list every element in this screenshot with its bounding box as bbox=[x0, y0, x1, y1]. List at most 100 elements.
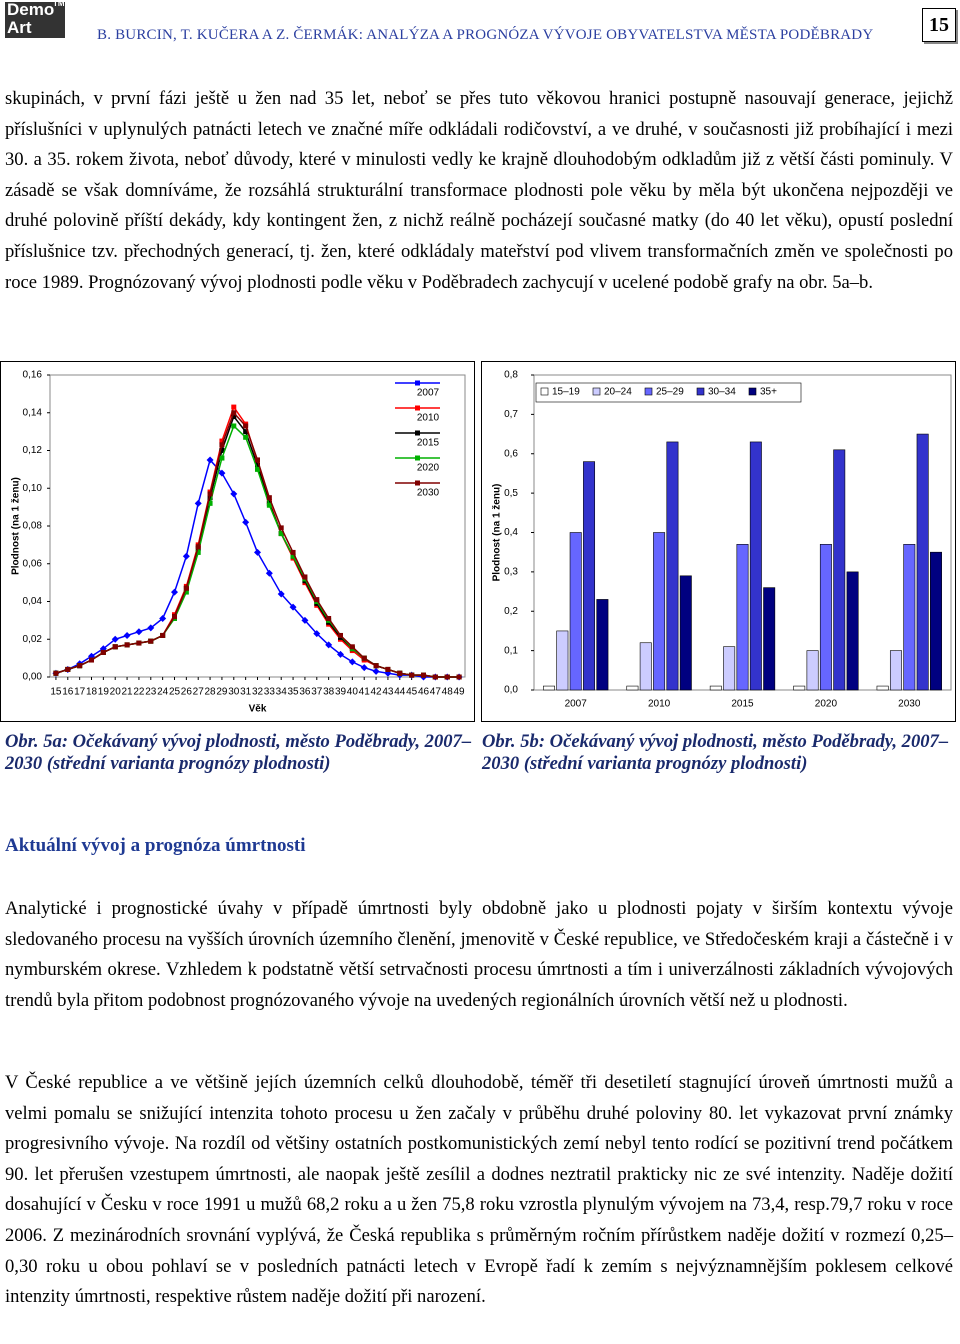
point-marker bbox=[219, 438, 225, 444]
x-tick-label: 43 bbox=[382, 687, 394, 698]
point-marker bbox=[231, 410, 237, 416]
bar bbox=[583, 461, 596, 691]
x-tick-label: 16 bbox=[62, 687, 74, 698]
bar bbox=[556, 630, 569, 691]
point-marker bbox=[456, 674, 462, 680]
legend-label: 20–24 bbox=[604, 387, 632, 398]
bar bbox=[819, 544, 832, 691]
point-marker bbox=[124, 642, 130, 648]
point-marker bbox=[195, 544, 201, 550]
point-marker bbox=[255, 466, 260, 472]
point-marker bbox=[349, 644, 355, 650]
x-tick-label: 19 bbox=[98, 687, 110, 698]
y-tick-label: 0,4 bbox=[504, 527, 518, 538]
bar bbox=[569, 532, 582, 691]
point-marker bbox=[231, 414, 237, 420]
logo: Demo Art TM bbox=[5, 0, 65, 38]
x-tick-label: 45 bbox=[406, 687, 418, 698]
point-marker bbox=[290, 553, 296, 559]
x-tick-label: 24 bbox=[157, 687, 169, 698]
point-marker bbox=[148, 638, 154, 644]
bar bbox=[916, 433, 929, 691]
x-tick-label: 30 bbox=[228, 687, 240, 698]
legend-label: 15–19 bbox=[552, 387, 580, 398]
x-tick-label: 39 bbox=[335, 687, 347, 698]
bar bbox=[543, 685, 555, 691]
x-tick-label: 27 bbox=[193, 687, 205, 698]
bar bbox=[763, 587, 776, 691]
point-marker bbox=[207, 500, 213, 506]
legend-swatch bbox=[592, 387, 601, 396]
x-tick-label: 23 bbox=[145, 687, 157, 698]
point-marker bbox=[397, 670, 403, 676]
legend-label: 35+ bbox=[760, 387, 777, 398]
logo-text: Art bbox=[7, 18, 32, 37]
y-tick-label: 0,04 bbox=[23, 596, 43, 607]
point-marker bbox=[218, 469, 226, 477]
y-tick-label: 0,2 bbox=[504, 606, 518, 617]
point-marker bbox=[348, 658, 356, 666]
paragraph: skupinách, v první fázi ještě u žen nad … bbox=[5, 88, 953, 293]
x-tick-label: 2015 bbox=[731, 699, 754, 710]
bar bbox=[723, 646, 736, 691]
y-tick-label: 0,00 bbox=[23, 672, 43, 683]
legend-box bbox=[535, 382, 802, 403]
point-marker bbox=[314, 597, 320, 603]
point-marker bbox=[278, 525, 284, 531]
point-marker bbox=[373, 663, 379, 669]
point-marker bbox=[372, 667, 380, 675]
legend-swatch bbox=[644, 387, 653, 396]
point-marker bbox=[254, 548, 261, 556]
x-tick-label: 28 bbox=[205, 687, 217, 698]
point-marker bbox=[135, 628, 143, 636]
point-marker bbox=[432, 674, 438, 680]
x-tick-label: 33 bbox=[264, 687, 276, 698]
point-marker bbox=[183, 585, 189, 591]
bar bbox=[876, 685, 889, 691]
point-marker bbox=[207, 495, 213, 501]
point-marker bbox=[444, 674, 450, 680]
point-marker bbox=[326, 615, 332, 621]
point-marker bbox=[159, 614, 167, 622]
point-marker bbox=[384, 669, 392, 677]
bar bbox=[709, 685, 722, 691]
point-marker bbox=[266, 502, 272, 508]
point-marker bbox=[219, 448, 225, 453]
legend-label: 25–29 bbox=[656, 387, 684, 398]
point-marker bbox=[77, 663, 83, 669]
legend-label: 2020 bbox=[417, 463, 440, 474]
x-tick-label: 20 bbox=[110, 687, 122, 698]
point-marker bbox=[172, 614, 177, 620]
point-marker bbox=[231, 423, 237, 429]
point-marker bbox=[289, 603, 297, 611]
point-marker bbox=[301, 616, 309, 624]
point-marker bbox=[266, 495, 272, 501]
bar bbox=[930, 551, 942, 691]
legend-marker bbox=[415, 480, 420, 486]
y-axis-label: Plodnost (na 1 ženu) bbox=[11, 477, 22, 575]
point-marker bbox=[53, 670, 59, 676]
point-marker bbox=[112, 644, 118, 650]
point-marker bbox=[111, 635, 119, 643]
y-tick-label: 0,12 bbox=[23, 445, 43, 456]
x-tick-label: 40 bbox=[347, 687, 359, 698]
x-tick-label: 48 bbox=[442, 687, 454, 698]
x-tick-label: 17 bbox=[74, 687, 86, 698]
paragraph: Analytické i prognostické úvahy v případ… bbox=[5, 898, 953, 1011]
x-tick-label: 41 bbox=[359, 687, 371, 698]
legend-label: 2007 bbox=[417, 388, 440, 399]
section-heading: Aktuální vývoj a prognóza úmrtnosti bbox=[5, 835, 306, 856]
bar bbox=[596, 599, 609, 691]
bar bbox=[639, 642, 652, 691]
point-marker bbox=[182, 552, 190, 560]
point-marker bbox=[183, 589, 189, 595]
bar bbox=[889, 650, 902, 691]
x-tick-label: 22 bbox=[133, 687, 145, 698]
x-tick-label: 29 bbox=[216, 687, 228, 698]
y-tick-label: 0,0 bbox=[504, 685, 518, 696]
point-marker bbox=[313, 630, 321, 638]
y-tick-label: 0,7 bbox=[504, 409, 518, 420]
x-tick-label: 37 bbox=[311, 687, 323, 698]
point-marker bbox=[231, 404, 237, 410]
